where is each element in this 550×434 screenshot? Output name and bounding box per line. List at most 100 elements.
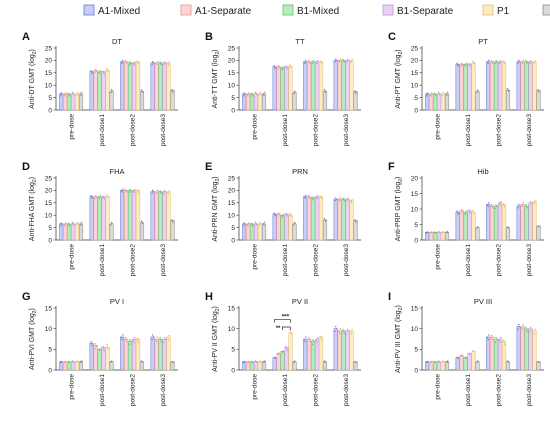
data-point <box>274 214 276 217</box>
x-tick-label: pre-dose <box>251 374 258 400</box>
y-tick-label: 20 <box>45 58 53 65</box>
data-point <box>285 345 287 348</box>
data-point <box>319 195 322 197</box>
data-point <box>457 65 459 67</box>
y-axis-label-close: ) <box>29 308 36 310</box>
data-point <box>137 190 139 192</box>
data-point <box>67 222 70 225</box>
legend: A1-Mixed A1-Separate B1-Mixed B1-Separate P1… <box>83 4 550 17</box>
data-point <box>124 336 127 339</box>
bar <box>74 223 80 241</box>
data-point <box>152 336 154 338</box>
data-point <box>285 212 287 215</box>
bar <box>254 223 259 241</box>
data-point <box>111 90 113 92</box>
data-point <box>102 345 104 348</box>
data-point <box>289 64 291 66</box>
x-tick-label: post-dose2 <box>312 114 319 147</box>
data-point <box>534 328 536 331</box>
data-point <box>323 217 326 220</box>
data-point <box>472 210 475 213</box>
data-point <box>518 325 520 328</box>
data-point <box>320 197 323 200</box>
bar <box>444 232 450 241</box>
y-tick-label: 25 <box>228 45 236 52</box>
bar <box>307 338 312 371</box>
data-point <box>163 341 165 344</box>
bar <box>284 213 289 241</box>
data-point <box>155 191 157 193</box>
bar <box>315 61 320 111</box>
data-point <box>525 60 527 62</box>
data-point <box>521 62 524 64</box>
bar <box>166 62 171 111</box>
panel-title: DT <box>112 37 122 46</box>
data-point <box>68 223 70 226</box>
bar <box>322 361 328 371</box>
data-point <box>431 92 433 94</box>
panel-title: PV II <box>292 297 308 306</box>
data-point <box>133 341 135 344</box>
bar <box>345 198 350 241</box>
data-point <box>278 66 280 68</box>
data-point <box>496 61 498 63</box>
data-point <box>263 221 266 223</box>
data-point <box>525 328 528 331</box>
bar <box>170 89 175 111</box>
bar <box>105 347 110 371</box>
data-point <box>525 205 528 208</box>
data-point <box>156 336 158 338</box>
bar <box>337 198 342 241</box>
bar <box>425 361 430 371</box>
data-point <box>107 196 109 199</box>
data-point <box>434 93 436 96</box>
legend-swatch <box>482 4 494 16</box>
data-point <box>151 334 154 336</box>
data-point <box>477 90 479 92</box>
panel-d: D FHA 0 5 10 15 20 25 Anti-FHA GMT (log2) pre-dos… <box>22 161 178 276</box>
data-point <box>129 61 131 63</box>
bar <box>257 93 263 111</box>
data-point <box>494 62 497 65</box>
bar <box>158 62 163 111</box>
data-point <box>465 62 467 65</box>
data-point <box>460 212 462 214</box>
panel-e: E PRN 0 5 10 15 20 25 Anti-PRN GMT (log2) pre-dos… <box>205 161 361 276</box>
panel-title: TT <box>295 37 305 46</box>
bar <box>276 66 281 111</box>
bar <box>520 326 525 371</box>
data-point <box>172 91 174 93</box>
data-point <box>468 63 470 65</box>
bar <box>97 196 102 241</box>
data-point <box>503 206 506 208</box>
y-axis-label-sub: 2 <box>32 179 38 182</box>
legend-swatch <box>542 4 550 16</box>
x-tick-label: pre-dose <box>434 114 441 140</box>
data-point <box>263 91 266 93</box>
data-point <box>255 361 258 363</box>
data-point <box>159 62 162 64</box>
data-point <box>168 190 170 192</box>
data-point <box>346 197 349 199</box>
data-point <box>111 360 113 363</box>
data-point <box>461 354 463 357</box>
data-point <box>136 189 139 191</box>
y-tick-label: 0 <box>414 237 418 244</box>
data-point <box>534 60 536 62</box>
data-point <box>133 64 135 66</box>
y-axis-label: Anti-TT GMT (log2) <box>212 50 221 109</box>
data-point <box>79 93 82 95</box>
y-axis-label: Anti-DT GMT (log2) <box>29 49 38 109</box>
y-tick-label: 15 <box>45 305 53 312</box>
data-point <box>473 351 475 353</box>
data-point <box>151 338 153 341</box>
data-point <box>339 328 341 330</box>
x-tick-label: post-dose3 <box>343 374 350 407</box>
bar <box>250 93 255 111</box>
data-point <box>538 225 540 228</box>
data-point <box>286 215 288 217</box>
bar <box>486 204 491 241</box>
data-point <box>498 339 501 342</box>
data-point <box>91 197 93 199</box>
data-point <box>503 204 505 207</box>
